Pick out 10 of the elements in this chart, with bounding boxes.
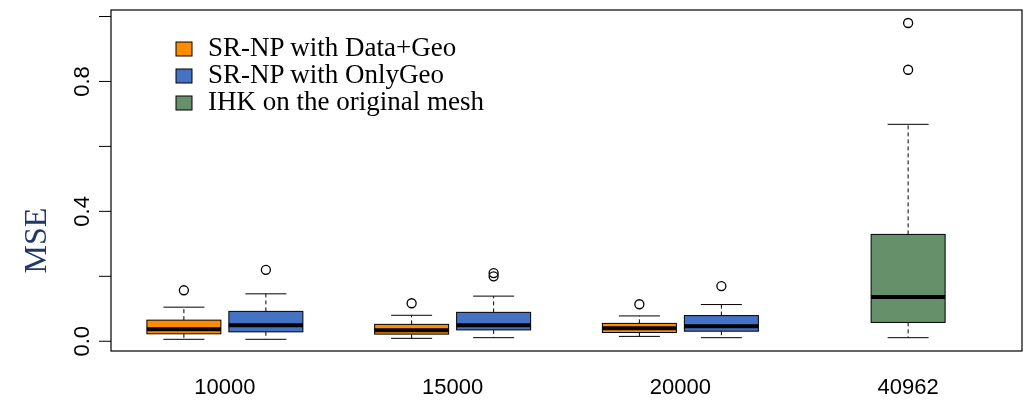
y-tick-label: 0.4 — [69, 196, 94, 227]
x-tick-label: 15000 — [422, 374, 484, 399]
x-tick-label: 10000 — [194, 374, 256, 399]
x-tick-label: 40962 — [877, 374, 939, 399]
y-tick-label: 0.8 — [69, 66, 94, 97]
legend-label: SR-NP with Data+Geo — [208, 32, 457, 62]
y-tick-label: 0.0 — [69, 325, 94, 357]
x-tick-label: 20000 — [649, 374, 711, 399]
legend-label: SR-NP with OnlyGeo — [208, 59, 445, 89]
y-axis-title: MSE — [17, 207, 53, 274]
